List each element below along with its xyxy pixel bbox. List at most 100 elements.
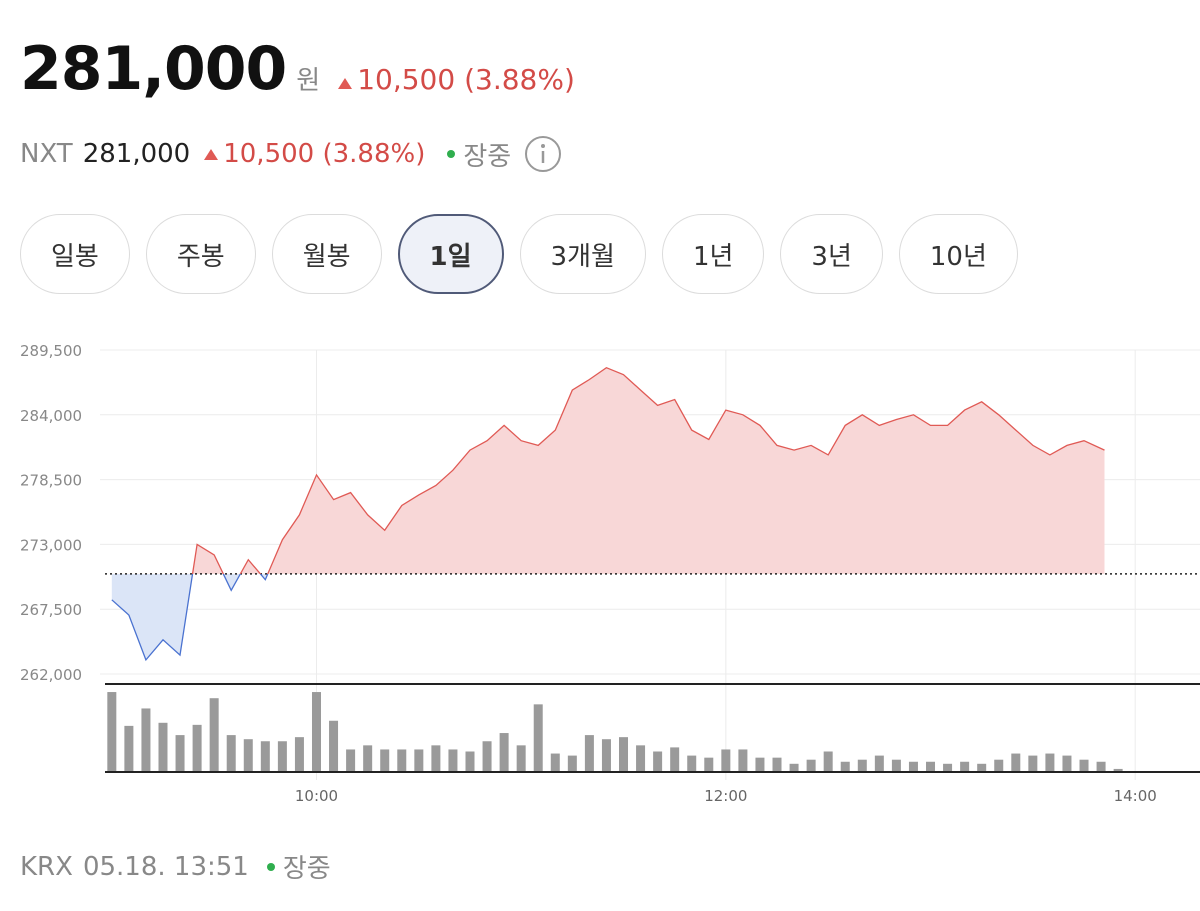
volume-bar — [465, 751, 475, 772]
volume-bar — [499, 733, 509, 772]
volume-bar — [943, 763, 953, 772]
unit: 원 — [296, 66, 321, 96]
tab[interactable]: 3개월 — [519, 214, 646, 294]
volume-bar — [755, 757, 765, 772]
volume-bar — [482, 741, 492, 772]
volume-bar — [516, 745, 526, 772]
volume-bar — [448, 749, 458, 772]
volume-bar — [874, 755, 884, 772]
footer: KRX 05.18. 13:51 장중 — [20, 848, 331, 885]
volume-bar — [584, 735, 594, 772]
volume-bar — [431, 745, 441, 772]
nxt-price: 281,000 — [82, 139, 191, 169]
volume-bar — [704, 757, 714, 772]
volume-bar — [891, 759, 901, 772]
price: 281,000 — [20, 34, 287, 104]
volume-bar — [175, 735, 185, 772]
volume-bar — [277, 741, 287, 772]
volume-bar — [346, 749, 356, 772]
volume-bar — [1045, 753, 1055, 772]
volume-bar — [960, 761, 970, 772]
volume-bar — [1113, 768, 1123, 772]
datetime: 05.18. 13:51 — [82, 851, 249, 882]
volume-bar — [772, 757, 782, 772]
tab[interactable]: 주봉 — [145, 214, 256, 294]
volume-bar — [1062, 755, 1072, 772]
volume-bar — [363, 745, 373, 772]
tab-bar: 일봉 주봉 월봉 1일 3개월 1년 3년 10년 — [20, 214, 1018, 294]
y-tick-label: 262,000 — [20, 666, 82, 684]
y-tick-label: 284,000 — [20, 407, 82, 425]
volume-bar — [926, 761, 936, 772]
price-line — [111, 366, 1105, 662]
y-tick-label: 273,000 — [20, 536, 82, 554]
volume-bar — [1028, 755, 1038, 772]
volume-bar — [294, 737, 304, 772]
volume-bar — [857, 759, 867, 772]
x-tick-label: 12:00 — [704, 787, 747, 805]
up-arrow — [338, 78, 353, 89]
change: 10,500 (3.88%) — [357, 63, 575, 96]
volume-bar — [670, 747, 680, 772]
volume-bar — [226, 735, 236, 772]
volume-bar — [414, 749, 424, 772]
volume-bar — [1011, 753, 1021, 772]
info-icon[interactable] — [523, 134, 563, 174]
volume-bar — [329, 720, 339, 772]
x-tick-label: 10:00 — [295, 787, 338, 805]
volume-bar — [619, 737, 629, 772]
volume-bar — [977, 763, 987, 772]
tab[interactable]: 10년 — [898, 214, 1018, 294]
volume-bar — [243, 739, 253, 772]
up-arrow — [204, 148, 219, 160]
volume-bar — [687, 755, 697, 772]
volume-bar — [567, 755, 577, 772]
volume-bar — [311, 692, 321, 772]
volume-bar — [1079, 759, 1089, 772]
volume-bar — [721, 749, 731, 772]
volume-bar — [380, 749, 390, 772]
volume-bar — [823, 751, 833, 772]
nxt-status: 장중 — [463, 141, 512, 172]
y-tick-label: 289,500 — [20, 342, 82, 360]
x-tick-label: 14:00 — [1114, 787, 1157, 805]
tab[interactable]: 일봉 — [20, 214, 130, 294]
nxt-change: 10,500 (3.88%) — [223, 139, 426, 169]
tab[interactable]: 1년 — [661, 214, 765, 294]
volume-bar — [653, 751, 663, 772]
volume-bar — [397, 749, 407, 772]
y-tick-label: 278,500 — [20, 472, 82, 490]
volume-bar — [192, 724, 202, 772]
price-row: 281,000 원 10,500 (3.88%) — [20, 34, 575, 104]
exchange: KRX — [20, 851, 73, 882]
status-dot — [447, 150, 456, 158]
nxt-row: NXT 281,000 10,500 (3.88%) 장중 — [20, 134, 563, 174]
volume-bar — [107, 692, 117, 772]
volume-bar — [533, 704, 543, 772]
volume-bar — [158, 722, 168, 772]
volume-bar — [636, 745, 646, 772]
volume-bar — [908, 761, 918, 772]
volume-bar — [840, 761, 850, 772]
y-tick-label: 267,500 — [20, 601, 82, 619]
footer-status: 장중 — [282, 854, 331, 884]
tab[interactable]: 1일 — [397, 214, 504, 294]
volume-bar — [994, 759, 1004, 772]
area — [111, 367, 1105, 660]
volume-bar — [806, 759, 816, 772]
volume-bar — [260, 741, 270, 772]
tab[interactable]: 월봉 — [271, 214, 382, 294]
volume-bar — [209, 698, 219, 772]
volume-bar — [141, 708, 151, 772]
volume-bar — [1096, 761, 1106, 772]
volume-bar — [550, 753, 560, 772]
volume-bar — [738, 749, 748, 772]
nxt-label: NXT — [20, 139, 73, 169]
volume-bar — [124, 725, 134, 772]
volume-bar — [789, 763, 799, 772]
tab[interactable]: 3년 — [780, 214, 883, 294]
status-dot — [266, 862, 275, 871]
volume-bar — [601, 739, 611, 772]
